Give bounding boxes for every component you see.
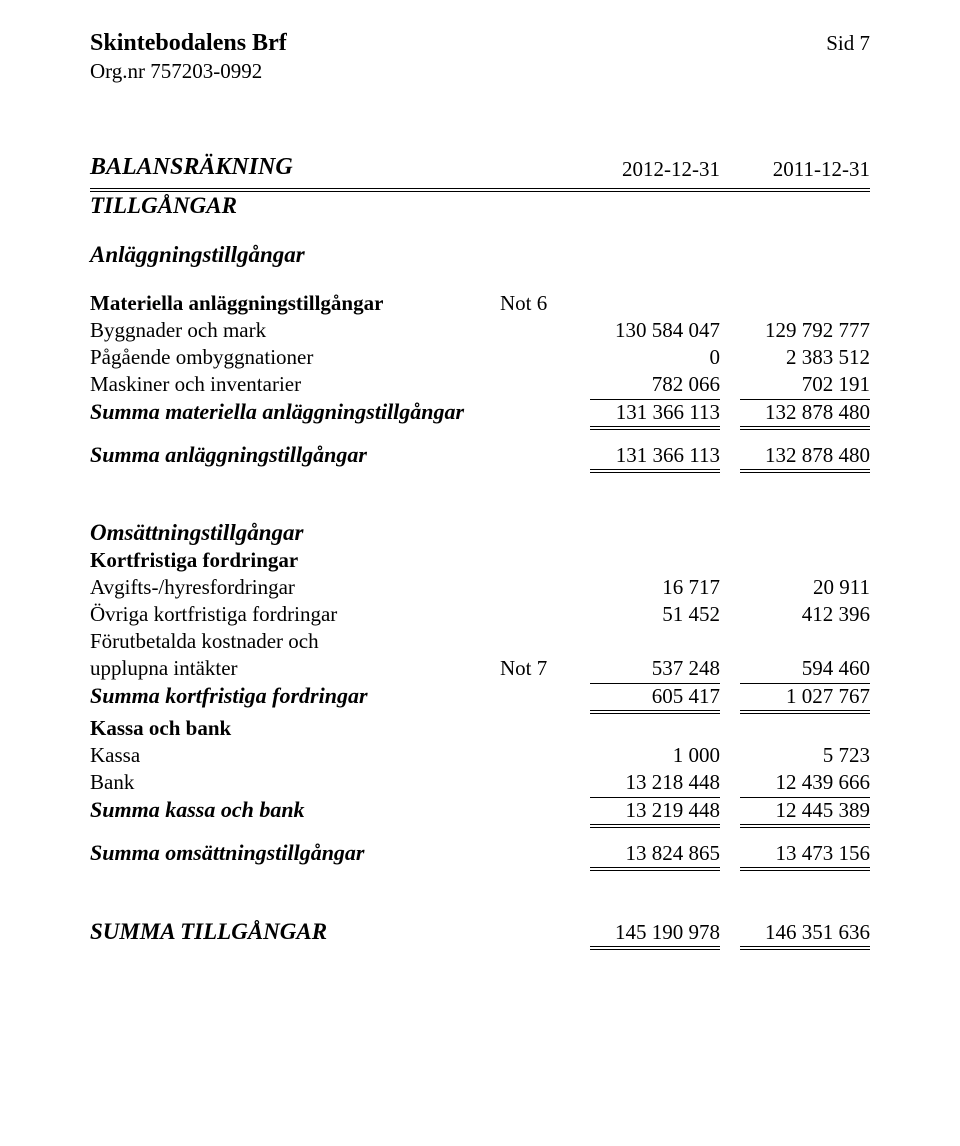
cell-value: 13 219 448 [590,797,720,828]
cell-value: 145 190 978 [590,920,720,950]
cell-label: Avgifts-/hyresfordringar [90,574,500,601]
cell-value: 1 000 [570,742,720,769]
cell-label: Summa omsättningstillgångar [90,839,500,872]
cell-value: 2 383 512 [720,344,870,371]
page-number: Sid 7 [826,31,870,56]
cell-value: 12 445 389 [740,797,870,828]
cell-value: 20 911 [720,574,870,601]
cell-value: 129 792 777 [720,317,870,344]
cell-label: Byggnader och mark [90,317,500,344]
cell-label: SUMMA TILLGÅNGAR [90,918,500,951]
kortfristiga-heading: Kortfristiga fordringar [90,547,870,574]
cell-value: 782 066 [570,371,720,398]
cell-value: 5 723 [720,742,870,769]
cell-label: Bank [90,769,500,796]
cell-value: 702 191 [720,371,870,398]
row-summa-materiella: Summa materiella anläggningstillgångar 1… [90,398,870,431]
org-subtitle: Org.nr 757203-0992 [90,59,870,84]
cell-value: 131 366 113 [590,399,720,430]
balance-table: TILLGÅNGAR Anläggningstillgångar Materie… [90,192,870,951]
cell-label: Summa kortfristiga fordringar [90,682,500,715]
kassa-heading: Kassa och bank [90,715,870,742]
date-col-1: 2012-12-31 [570,157,720,182]
cell-label: Kassa [90,742,500,769]
page: Skintebodalens Brf Sid 7 Org.nr 757203-0… [0,0,960,1011]
cell-label: Maskiner och inventarier [90,371,500,398]
cell-label: Förutbetalda kostnader och [90,628,870,655]
header-row: Skintebodalens Brf Sid 7 [90,30,870,57]
cell-value: 146 351 636 [740,920,870,950]
row-bank: Bank 13 218 448 12 439 666 [90,769,870,796]
row-pagaende: Pågående ombyggnationer 0 2 383 512 [90,344,870,371]
cell-value: 132 878 480 [740,443,870,473]
materiella-note: Not 6 [500,269,570,317]
cell-value: 13 218 448 [570,769,720,796]
cell-label: Summa kassa och bank [90,796,500,829]
cell-value: 605 417 [590,683,720,714]
cell-value: 537 248 [570,655,720,682]
date-col-2: 2011-12-31 [720,157,870,182]
cell-value: 16 717 [570,574,720,601]
cell-value: 132 878 480 [740,399,870,430]
row-summa-anlaggning: Summa anläggningstillgångar 131 366 113 … [90,441,870,474]
row-byggnader: Byggnader och mark 130 584 047 129 792 7… [90,317,870,344]
row-upplupna: upplupna intäkter Not 7 537 248 594 460 [90,655,870,682]
cell-note: Not 7 [500,655,570,682]
materiella-heading: Materiella anläggningstillgångar [90,269,500,317]
row-kassa: Kassa 1 000 5 723 [90,742,870,769]
cell-value: 1 027 767 [740,683,870,714]
cell-label: Summa anläggningstillgångar [90,441,500,474]
org-title: Skintebodalens Brf [90,30,287,57]
cell-value: 130 584 047 [570,317,720,344]
cell-value: 12 439 666 [720,769,870,796]
cell-value: 13 473 156 [740,841,870,871]
cell-label: Övriga kortfristiga fordringar [90,601,500,628]
cell-value: 594 460 [720,655,870,682]
cell-value: 412 396 [720,601,870,628]
row-summa-kortfristiga: Summa kortfristiga fordringar 605 417 1 … [90,682,870,715]
cell-value: 51 452 [570,601,720,628]
row-summa-tillgangar: SUMMA TILLGÅNGAR 145 190 978 146 351 636 [90,918,870,951]
row-summa-kassa: Summa kassa och bank 13 219 448 12 445 3… [90,796,870,829]
cell-label: upplupna intäkter [90,655,500,682]
row-maskiner: Maskiner och inventarier 782 066 702 191 [90,371,870,398]
cell-value: 13 824 865 [590,841,720,871]
cell-value: 0 [570,344,720,371]
row-avgifts: Avgifts-/hyresfordringar 16 717 20 911 [90,574,870,601]
cell-value: 131 366 113 [590,443,720,473]
tillgangar-heading: TILLGÅNGAR [90,192,870,220]
cell-label: Pågående ombyggnationer [90,344,500,371]
omsattning-heading: Omsättningstillgångar [90,510,870,547]
row-ovriga: Övriga kortfristiga fordringar 51 452 41… [90,601,870,628]
row-summa-omsattning: Summa omsättningstillgångar 13 824 865 1… [90,839,870,872]
cell-label: Summa materiella anläggningstillgångar [90,398,500,431]
anlaggning-heading: Anläggningstillgångar [90,220,870,269]
row-forutbetalda-line1: Förutbetalda kostnader och [90,628,870,655]
